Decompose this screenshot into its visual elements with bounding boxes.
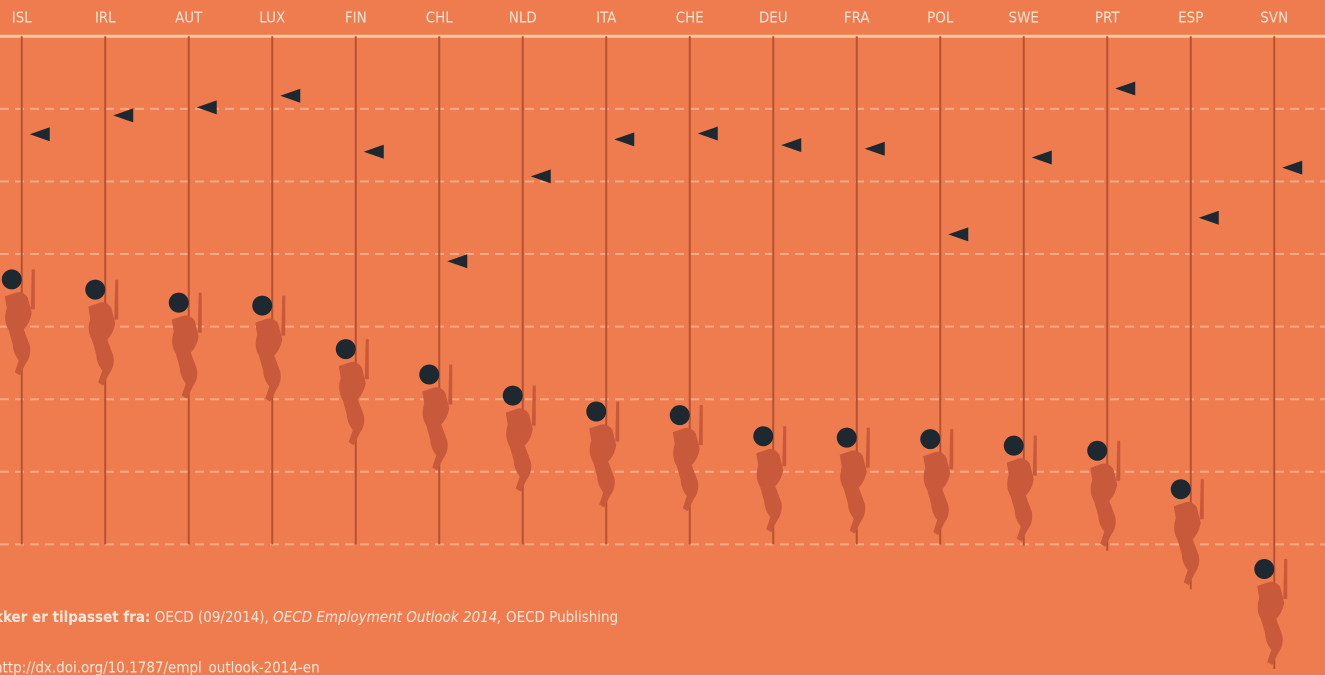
flag [280,88,301,103]
climber-body [589,401,620,508]
flag [447,254,468,269]
flag [1031,150,1052,165]
flag [1282,160,1303,175]
climber-head [1170,479,1191,500]
x-tick-label: PRT [1095,9,1120,27]
x-tick-label: POL [927,9,954,27]
climber-body [4,269,35,376]
flag [530,169,551,184]
climber-body [1090,440,1121,547]
climber-body [1173,479,1204,586]
x-tick-label: SVN [1260,9,1288,27]
climber-head [920,429,941,450]
flag [948,227,969,242]
x-tick-label: ESP [1178,9,1203,27]
climber-body [672,405,703,512]
climber-body [1257,559,1288,666]
flag [697,126,718,141]
climber-body [923,429,954,536]
x-tick-label: AUT [175,9,203,27]
flag [781,138,802,153]
source-line: kker er tilpasset fra: OECD (09/2014), O… [0,608,618,626]
climber-head [252,295,273,316]
flag [113,108,134,123]
x-tick-label: SWE [1009,9,1039,27]
x-tick-label: DEU [759,9,788,27]
climber-head [1,269,22,290]
climber-body [88,279,119,386]
x-tick-label: FIN [345,9,367,27]
x-tick-label: FRA [844,9,871,27]
climber-body [756,426,787,533]
source-text: OECD (09/2014), [155,608,269,626]
flag [614,132,635,147]
climber-body [505,385,536,492]
climber-body [422,364,453,471]
climber-body [171,292,202,399]
flag [363,144,384,159]
climber-body [255,295,286,402]
x-tick-label: LUX [259,9,285,27]
x-tick-label: ISL [12,9,33,27]
climber-head [502,385,523,406]
climber-head [1087,440,1108,461]
climber-head [669,405,690,426]
climber-body [338,339,369,446]
x-tick-label: CHL [426,9,454,27]
source-publisher: OECD Publishing [506,608,618,626]
climber-head [335,339,356,360]
climber-head [85,279,106,300]
climber-head [1254,559,1275,580]
climber-body [1006,435,1037,542]
grid [0,34,1325,546]
source-label: kker er tilpasset fra: [0,608,150,626]
climber-head [1003,435,1024,456]
climber-head [836,427,857,448]
source-url: http://dx.doi.org/10.1787/empl_outlook-2… [0,659,320,675]
flag [196,100,217,115]
x-tick-label: NLD [509,9,537,27]
source-publication: OECD Employment Outlook 2014, [273,608,502,626]
x-tick-label: CHE [676,9,704,27]
climber-head [753,426,774,447]
flag [864,141,885,156]
flag [1115,81,1136,96]
marks: ISL IRL AUT LUX FIN CHL NLD ITA CHE DEU FRA POL SWE P… [1,9,1303,670]
flag [1198,210,1219,225]
climber-body [839,427,870,534]
climber-head [168,292,189,313]
climber-head [586,401,607,422]
x-tick-label: ITA [596,9,617,27]
climber-head [419,364,440,385]
flag [29,127,50,142]
x-tick-label: IRL [95,9,116,27]
